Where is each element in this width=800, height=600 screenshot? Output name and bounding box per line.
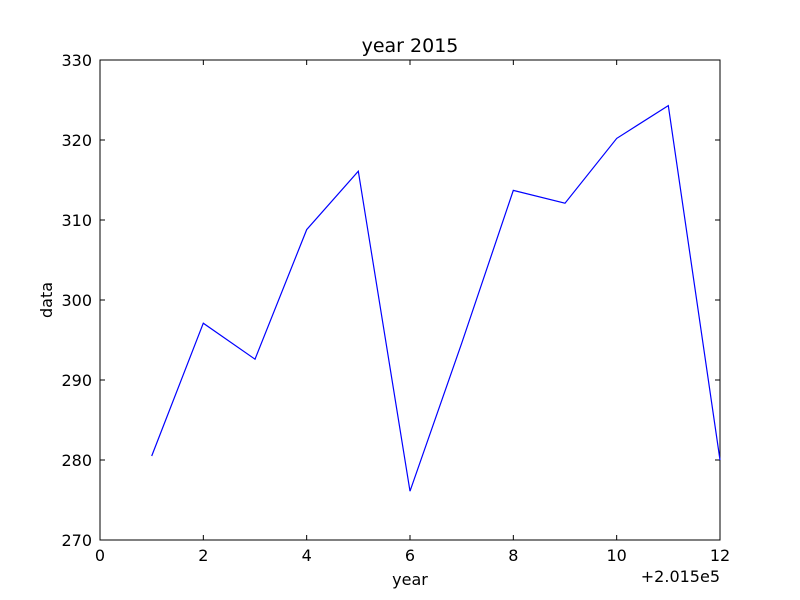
y-tick-label: 270 [61,531,92,550]
x-axis-label: year [392,570,428,589]
y-axis-label: data [37,282,56,318]
y-tick-label: 310 [61,211,92,230]
y-tick-label: 290 [61,371,92,390]
x-tick-label: 2 [198,546,208,565]
plot-area: 0 2 4 6 8 10 12 270 280 290 300 310 320 330 [61,51,730,565]
y-tick-label: 320 [61,131,92,150]
data-line [151,104,721,492]
chart-title: year 2015 [362,35,459,57]
y-tick-label: 330 [61,51,92,70]
x-tick-label: 8 [508,546,518,565]
x-tick-label: 4 [302,546,312,565]
y-tick-label: 300 [61,291,92,310]
y-tick-label: 280 [61,451,92,470]
x-offset-label: +2.015e5 [641,567,720,586]
x-tick-label: 0 [95,546,105,565]
x-tick-label: 12 [710,546,730,565]
x-tick-label: 10 [606,546,626,565]
x-tick-label: 6 [405,546,415,565]
